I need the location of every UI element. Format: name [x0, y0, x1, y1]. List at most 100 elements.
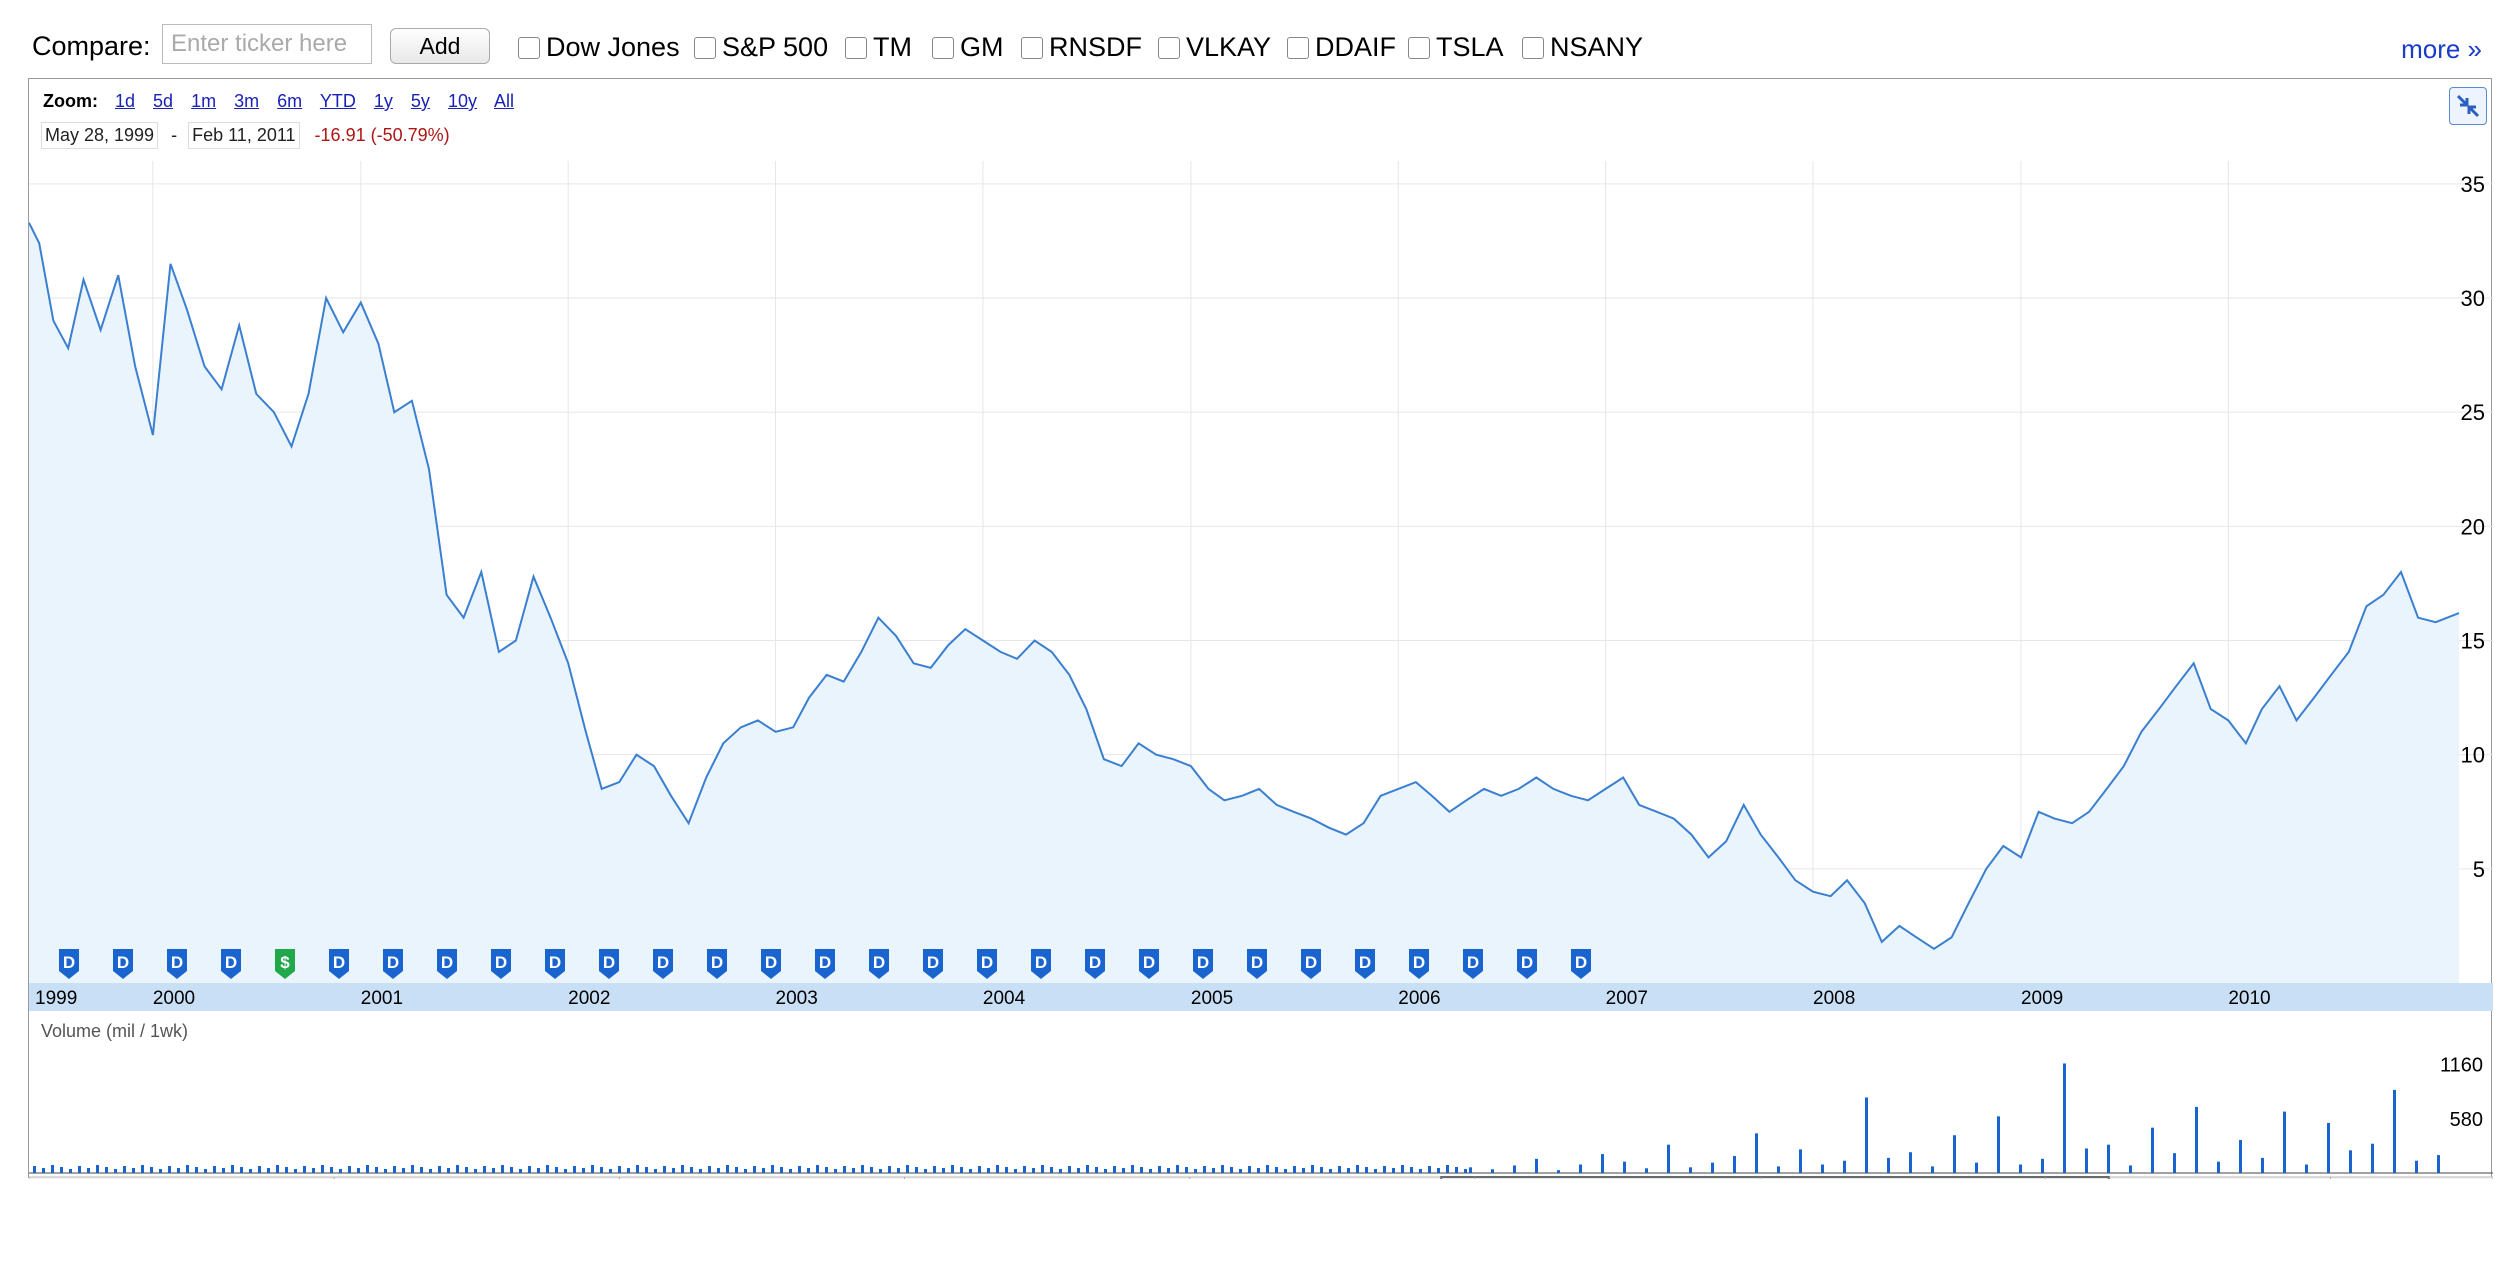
volume-bar	[1733, 1156, 1736, 1173]
checkbox-icon[interactable]	[1158, 37, 1180, 59]
marker-icon	[383, 949, 403, 979]
zoom-10y[interactable]: 10y	[447, 91, 477, 111]
marker-icon	[1085, 949, 1105, 979]
volume-bar	[69, 1169, 72, 1173]
marker-label: D	[225, 953, 237, 972]
volume-bar	[2393, 1089, 2396, 1173]
date-start[interactable]: May 28, 1999	[41, 122, 159, 149]
volume-bar	[501, 1165, 504, 1173]
zoom-1d[interactable]: 1d	[115, 91, 136, 111]
price-change: -16.91 (-50.79%)	[314, 125, 450, 145]
volume-bar	[1185, 1167, 1188, 1173]
volume-bar	[78, 1166, 81, 1173]
volume-bar	[708, 1166, 711, 1173]
x-tick-label: 2003	[776, 988, 818, 1009]
volume-bar	[1077, 1168, 1080, 1173]
volume-bar	[906, 1165, 909, 1173]
checkbox-icon[interactable]	[1287, 37, 1309, 59]
date-end[interactable]: Feb 11, 2011	[188, 122, 300, 149]
zoom-label: Zoom:	[43, 91, 98, 111]
marker-label: D	[1575, 953, 1587, 972]
volume-bar	[1113, 1166, 1116, 1173]
more-link[interactable]: more »	[2401, 34, 2482, 64]
ticker-input[interactable]	[162, 24, 372, 64]
marker-label: D	[441, 953, 453, 972]
zoom-6m[interactable]: 6m	[277, 91, 303, 111]
marker-icon	[1139, 949, 1159, 979]
volume-bar	[33, 1166, 36, 1173]
volume-bar	[1248, 1166, 1251, 1173]
x-tick-label: 2001	[361, 988, 403, 1009]
add-button[interactable]: Add	[390, 28, 490, 64]
marker-label: D	[1359, 953, 1371, 972]
volume-bar	[834, 1169, 837, 1173]
volume-bar	[1777, 1166, 1780, 1173]
marker-label: D	[873, 953, 885, 972]
zoom-5d[interactable]: 5d	[153, 91, 174, 111]
dividend-marker: D	[383, 949, 403, 979]
marker-icon	[815, 949, 835, 979]
checkbox-icon[interactable]	[1522, 37, 1544, 59]
zoom-all[interactable]: All	[493, 91, 514, 111]
volume-bar	[681, 1165, 684, 1173]
volume-bar	[1455, 1167, 1458, 1173]
volume-bar	[366, 1165, 369, 1173]
volume-bar	[2129, 1165, 2132, 1173]
checkbox-icon[interactable]	[1408, 37, 1430, 59]
dividend-marker: D	[221, 949, 241, 979]
collapse-icon[interactable]	[2449, 87, 2487, 125]
compare-nsany[interactable]: NSANY	[1522, 32, 1643, 63]
volume-bar	[1095, 1167, 1098, 1173]
volume-bar	[672, 1168, 675, 1173]
marker-icon	[1301, 949, 1321, 979]
zoom-1m[interactable]: 1m	[191, 91, 217, 111]
zoom-5y[interactable]: 5y	[410, 91, 430, 111]
volume-bar	[1365, 1167, 1368, 1173]
zoom-1y[interactable]: 1y	[373, 91, 393, 111]
y-axis: 5 10 15 20 25 30 35	[2461, 172, 2485, 882]
volume-bar	[2019, 1164, 2022, 1173]
volume-bar	[1158, 1166, 1161, 1173]
volume-bar	[591, 1165, 594, 1173]
compare-ddaif[interactable]: DDAIF	[1287, 32, 1396, 63]
compare-sp500[interactable]: S&P 500	[694, 32, 828, 63]
compare-tm[interactable]: TM	[845, 32, 912, 63]
checkbox-icon[interactable]	[1021, 37, 1043, 59]
volume-bar	[618, 1166, 621, 1173]
checkbox-icon[interactable]	[932, 37, 954, 59]
volume-bar	[969, 1169, 972, 1173]
volume-bar	[1230, 1167, 1233, 1173]
volume-bar	[1320, 1167, 1323, 1173]
volume-bar	[141, 1165, 144, 1173]
y-tick-label: 35	[2461, 172, 2485, 197]
volume-bar	[528, 1166, 531, 1173]
checkbox-icon[interactable]	[694, 37, 716, 59]
volume-bar	[1557, 1170, 1560, 1173]
compare-gm[interactable]: GM	[932, 32, 1004, 63]
compare-item-label: DDAIF	[1315, 32, 1396, 62]
compare-tsla[interactable]: TSLA	[1408, 32, 1504, 63]
volume-bar	[960, 1167, 963, 1173]
zoom-ytd[interactable]: YTD	[319, 91, 356, 111]
navigator-track	[29, 1176, 2493, 1179]
volume-bar	[933, 1166, 936, 1173]
volume-bar	[996, 1165, 999, 1173]
dividend-marker: D	[815, 949, 835, 979]
marker-label: D	[1143, 953, 1155, 972]
marker-label: D	[63, 953, 75, 972]
volume-bar	[2195, 1106, 2198, 1173]
compare-rnsdf[interactable]: RNSDF	[1021, 32, 1142, 63]
compare-vlkay[interactable]: VLKAY	[1158, 32, 1271, 63]
volume-bar	[1140, 1167, 1143, 1173]
checkbox-icon[interactable]	[845, 37, 867, 59]
zoom-3m[interactable]: 3m	[234, 91, 260, 111]
checkbox-icon[interactable]	[518, 37, 540, 59]
volume-bar	[510, 1167, 513, 1173]
volume-bar	[2063, 1063, 2066, 1173]
volume-bar	[2349, 1150, 2352, 1173]
dividend-marker: D	[59, 949, 79, 979]
compare-dow-jones[interactable]: Dow Jones	[518, 32, 680, 63]
volume-bar	[717, 1168, 720, 1173]
marker-icon	[113, 949, 133, 979]
